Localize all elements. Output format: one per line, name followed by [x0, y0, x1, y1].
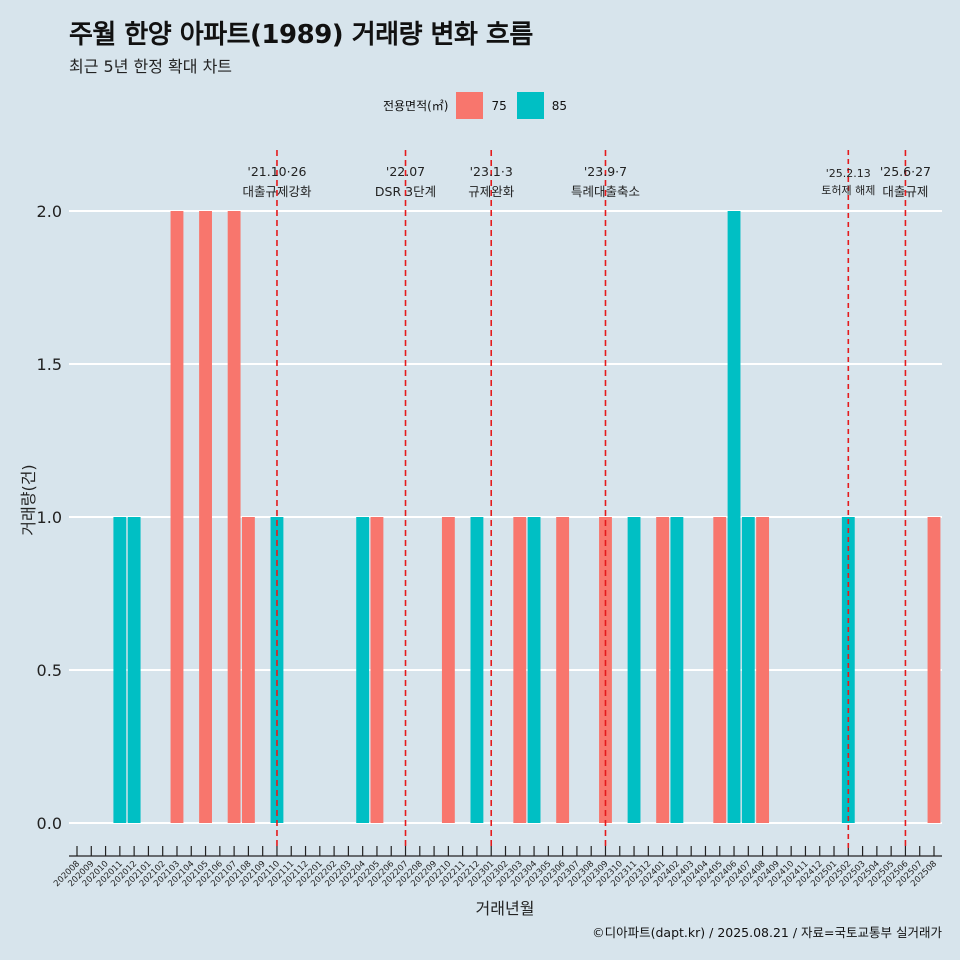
y-tick-label: 1.0 — [37, 508, 62, 527]
chart-title: 주월 한양 아파트(1989) 거래량 변화 흐름 — [69, 20, 533, 50]
bar-85-202406 — [727, 211, 741, 823]
bar-75-202408 — [756, 517, 770, 823]
event-name-label: 대출규제강화 — [242, 184, 312, 199]
event-name-label: 특례대출축소 — [571, 184, 640, 199]
bar-75-202108 — [241, 517, 255, 823]
bar-85-202011 — [113, 517, 127, 823]
legend-title: 전용면적(㎡) — [382, 99, 449, 113]
bar-75-202210 — [441, 517, 455, 823]
bar-75-202205 — [370, 517, 384, 823]
bar-75-202103 — [170, 211, 184, 823]
bar-75-202107 — [227, 211, 241, 823]
legend-label-85: 85 — [551, 98, 568, 113]
bar-75-202401 — [656, 517, 670, 823]
bar-85-202012 — [127, 517, 141, 823]
bar-75-202306 — [556, 517, 570, 823]
y-tick-label: 1.5 — [37, 355, 62, 374]
bar-85-202212 — [470, 517, 484, 823]
bar-85-202407 — [741, 517, 755, 823]
bar-85-202204 — [356, 517, 370, 823]
x-axis-title: 거래년월 — [476, 899, 535, 918]
bar-85-202311 — [627, 517, 641, 823]
legend-label-75: 75 — [491, 98, 507, 113]
event-name-label: 규제완화 — [468, 184, 515, 199]
event-name-label: 토허제 해제 — [821, 183, 875, 197]
bar-85-202304 — [527, 517, 541, 823]
bar-75-202508 — [927, 517, 941, 823]
bar-85-202502 — [841, 517, 855, 823]
event-name-label: 대출규제 — [882, 184, 928, 199]
caption: ©디아파트(dapt.kr) / 2025.08.21 / 자료=국토교통부 실… — [592, 925, 942, 940]
y-tick-label: 2.0 — [37, 202, 62, 221]
event-date-label: '25.6·27 — [880, 164, 931, 179]
legend-key-85 — [516, 92, 544, 119]
legend: 전용면적(㎡) 75 85 — [0, 92, 960, 119]
bar-85-202402 — [670, 517, 684, 823]
bar-75-202105 — [199, 211, 212, 823]
y-tick-label: 0.0 — [37, 814, 62, 833]
event-date-label: '25.2.13 — [826, 167, 871, 180]
event-date-label: '21.10·26 — [247, 164, 306, 179]
legend-key-75 — [456, 92, 484, 119]
event-date-label: '23.1·3 — [470, 164, 513, 179]
event-date-label: '23.9·7 — [584, 164, 627, 179]
y-tick-label: 0.5 — [37, 661, 62, 680]
chart-subtitle: 최근 5년 한정 확대 차트 — [69, 57, 233, 76]
event-date-label: '22.07 — [386, 164, 425, 179]
bar-75-202405 — [713, 517, 727, 823]
event-name-label: DSR 3단계 — [375, 184, 436, 199]
y-axis-title: 거래량(건) — [19, 464, 38, 535]
bar-75-202303 — [513, 517, 527, 823]
